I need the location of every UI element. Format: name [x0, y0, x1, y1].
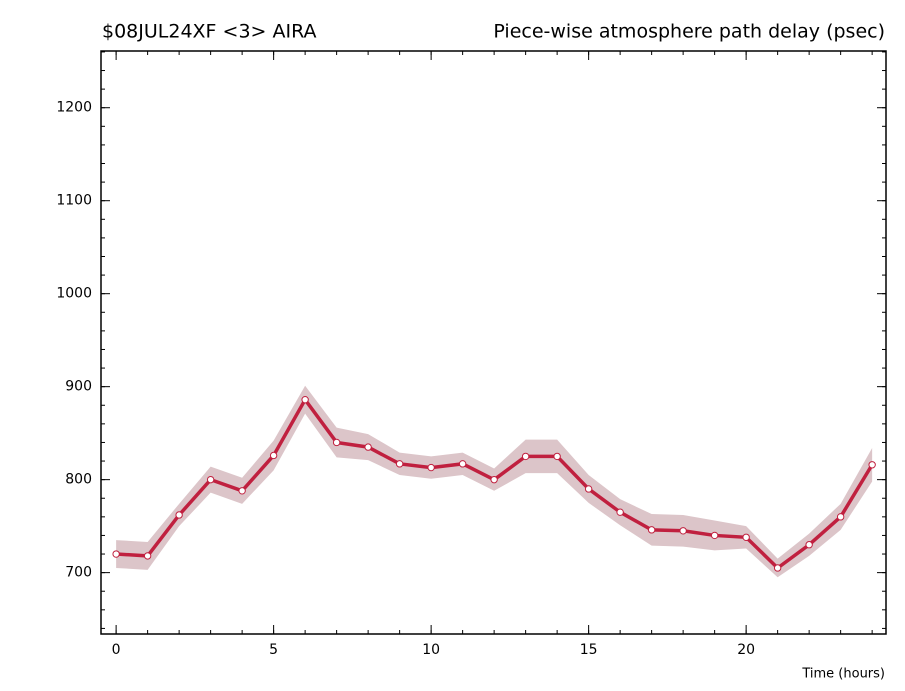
data-point: [364, 443, 372, 451]
data-point: [805, 541, 813, 549]
x-axis-label: Time (hours): [801, 667, 885, 682]
data-point: [647, 526, 656, 534]
x-tick-label: 5: [269, 642, 278, 658]
data-point: [112, 550, 120, 558]
chart-title: $08JUL24XF <3> AIRA: [102, 21, 317, 43]
y-tick-label: 700: [65, 565, 92, 581]
plot-frame: [100, 50, 887, 635]
y-tick-label: 900: [65, 379, 92, 395]
data-point: [238, 487, 246, 495]
data-point: [490, 475, 498, 484]
data-point: [427, 463, 435, 472]
y-tick-label: 1000: [56, 286, 92, 302]
data-point: [868, 461, 876, 469]
data-point: [616, 508, 624, 516]
y-tick-label: 1200: [56, 100, 92, 116]
data-point: [332, 438, 341, 447]
data-point: [521, 452, 530, 461]
data-point: [269, 451, 278, 460]
data-point: [679, 527, 687, 535]
x-tick-label: 20: [737, 642, 755, 658]
x-tick-label: 15: [580, 642, 598, 658]
y-tick-label: 800: [65, 472, 92, 488]
y-tick-label: 1100: [56, 193, 92, 209]
data-point: [836, 513, 845, 521]
data-point: [301, 395, 309, 404]
data-point: [206, 475, 215, 484]
data-point: [710, 531, 719, 540]
data-point: [458, 460, 467, 468]
x-tick-label: 0: [112, 642, 121, 658]
data-point: [584, 485, 593, 493]
chart-subtitle: Piece-wise atmosphere path delay (psec): [493, 21, 885, 43]
data-point: [143, 552, 152, 560]
data-point: [773, 564, 782, 572]
data-point: [395, 460, 404, 468]
data-point: [553, 452, 561, 461]
data-point: [175, 511, 183, 519]
x-tick-label: 10: [422, 642, 440, 658]
data-point: [742, 533, 750, 541]
